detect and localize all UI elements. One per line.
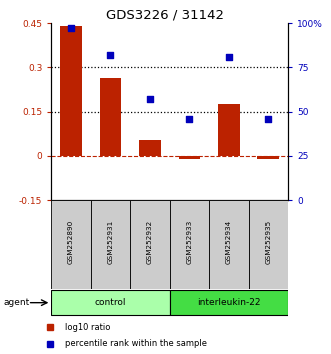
Bar xyxy=(60,26,82,156)
Text: interleukin-22: interleukin-22 xyxy=(197,298,260,307)
Bar xyxy=(139,139,161,156)
Bar xyxy=(169,290,288,315)
Text: percentile rank within the sample: percentile rank within the sample xyxy=(65,339,207,348)
Bar xyxy=(130,200,169,289)
Bar xyxy=(209,200,249,289)
Point xyxy=(108,52,113,58)
Text: agent: agent xyxy=(3,298,29,307)
Point xyxy=(187,116,192,121)
Point xyxy=(69,25,74,31)
Point xyxy=(147,96,153,102)
Bar xyxy=(218,104,240,156)
Text: GSM252931: GSM252931 xyxy=(108,219,114,264)
Text: GSM252935: GSM252935 xyxy=(265,219,271,264)
Text: GDS3226 / 31142: GDS3226 / 31142 xyxy=(107,9,224,22)
Bar xyxy=(100,78,121,156)
Bar xyxy=(249,200,288,289)
Text: GSM252934: GSM252934 xyxy=(226,219,232,264)
Point xyxy=(226,54,231,59)
Bar xyxy=(169,200,209,289)
Text: log10 ratio: log10 ratio xyxy=(65,323,110,332)
Bar xyxy=(51,200,91,289)
Text: control: control xyxy=(95,298,126,307)
Bar xyxy=(91,200,130,289)
Text: GSM252890: GSM252890 xyxy=(68,219,74,264)
Bar xyxy=(178,156,200,159)
Bar xyxy=(258,156,279,159)
Bar xyxy=(51,290,169,315)
Text: GSM252932: GSM252932 xyxy=(147,219,153,264)
Point xyxy=(265,116,271,121)
Text: GSM252933: GSM252933 xyxy=(186,219,192,264)
